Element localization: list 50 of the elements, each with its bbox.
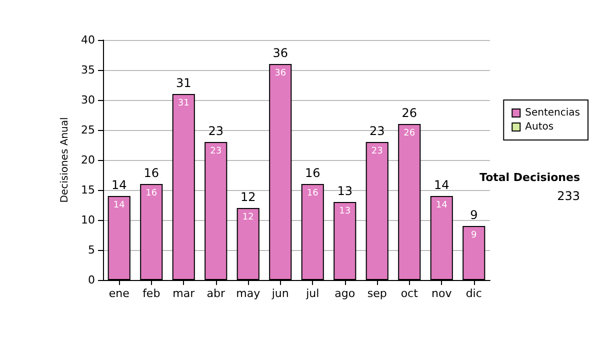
y-tick-label: 0 <box>88 274 95 286</box>
y-tick-label: 15 <box>81 184 95 196</box>
annotation: Total Decisiones <box>480 171 580 184</box>
data-label: 16 <box>306 188 319 198</box>
y-tick-label: 40 <box>81 34 95 46</box>
total-label: 36 <box>272 46 288 60</box>
legend-label: Autos <box>525 122 554 132</box>
x-tick-label: jun <box>270 287 289 300</box>
total-label: 23 <box>369 124 385 138</box>
y-tick-label: 25 <box>81 124 95 136</box>
x-tick-label: nov <box>432 287 452 300</box>
y-tick-label: 10 <box>81 214 95 226</box>
data-label: 26 <box>404 128 416 138</box>
total-label: 9 <box>470 208 478 222</box>
data-label: 23 <box>210 146 222 156</box>
data-label: 14 <box>113 200 126 210</box>
total-label: 14 <box>111 178 127 192</box>
total-label: 16 <box>144 166 160 180</box>
legend-label: Sentencias <box>525 108 580 118</box>
x-tick-label: may <box>236 287 261 300</box>
total-label: 13 <box>337 184 353 198</box>
data-label: 12 <box>242 212 254 222</box>
total-label: 16 <box>304 166 320 180</box>
data-label: 31 <box>178 98 190 108</box>
x-tick-label: abr <box>206 287 226 300</box>
total-label: 23 <box>208 124 224 138</box>
total-label: 26 <box>402 106 418 120</box>
total-label: 12 <box>240 190 256 204</box>
x-tick-label: oct <box>400 287 419 300</box>
x-tick-label: dic <box>466 287 482 300</box>
x-tick-label: ago <box>334 287 356 300</box>
y-tick-label: 35 <box>81 64 95 76</box>
total-label: 31 <box>176 76 192 90</box>
x-tick-label: jul <box>305 287 320 300</box>
data-label: 23 <box>371 146 383 156</box>
y-axis-title: Decisiones Anual <box>60 117 71 203</box>
y-tick-label: 20 <box>81 154 95 166</box>
x-tick-label: ene <box>108 287 130 300</box>
data-label: 9 <box>471 230 478 240</box>
text: 233 <box>557 189 580 203</box>
data-label: 16 <box>146 188 158 198</box>
data-label: 14 <box>436 200 448 210</box>
y-tick-label: 30 <box>81 94 95 106</box>
y-tick-label: 5 <box>88 244 95 256</box>
x-tick-label: sep <box>367 287 387 300</box>
x-tick-label: mar <box>172 287 196 300</box>
x-tick-label: feb <box>142 287 160 300</box>
data-label: 13 <box>339 206 351 216</box>
total-label: 14 <box>434 178 450 192</box>
data-label: 36 <box>274 68 286 78</box>
